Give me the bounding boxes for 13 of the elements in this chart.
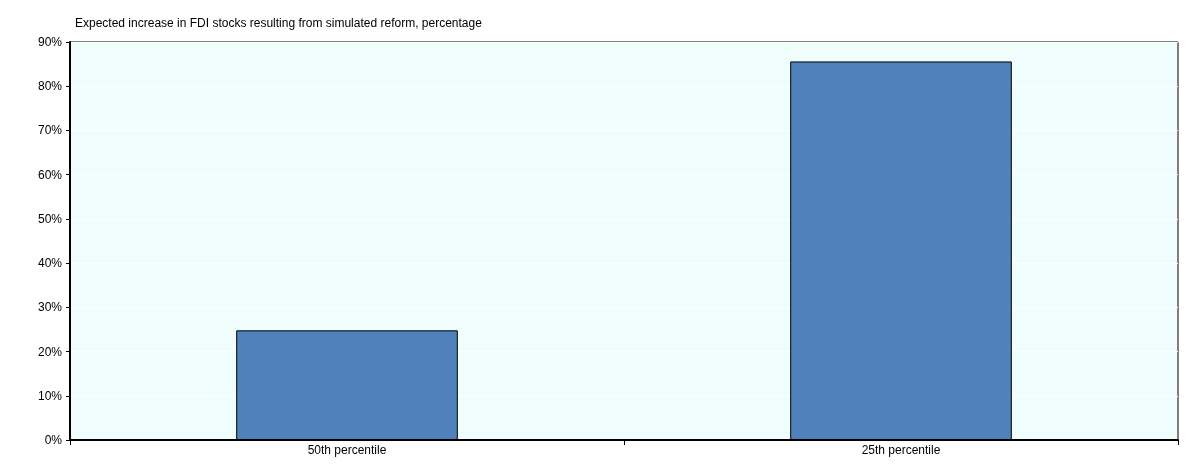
y-tick-label: 10% [37,388,63,403]
y-tick-label: 30% [37,300,63,315]
y-tick-label: 90% [37,35,63,49]
x-tick-label: 25th percentile [861,443,941,457]
y-tick-label: 60% [37,167,63,182]
y-tick-label: 40% [37,256,63,271]
y-tick-label: 20% [37,344,63,359]
y-tick-label: 50% [37,211,63,226]
y-tick-label: 70% [37,123,63,138]
x-tick-label: 50th percentile [307,443,387,457]
chart-title: Expected increase in FDI stocks resulting from simulated reform, percentage [75,16,483,30]
y-tick-label: 0% [44,433,63,447]
y-tick-label: 80% [37,79,63,94]
